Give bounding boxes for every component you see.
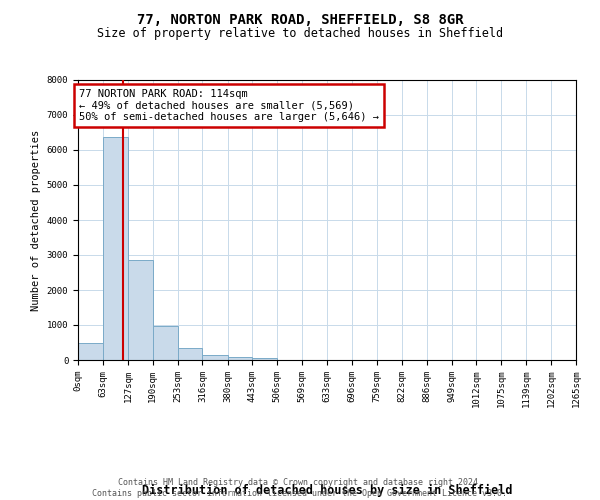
Bar	[178, 348, 202, 360]
Bar	[103, 136, 128, 360]
Bar	[227, 357, 253, 360]
Text: 77 NORTON PARK ROAD: 114sqm
← 49% of detached houses are smaller (5,569)
50% of : 77 NORTON PARK ROAD: 114sqm ← 49% of det…	[79, 88, 379, 122]
Bar	[253, 358, 277, 360]
Text: 77, NORTON PARK ROAD, SHEFFIELD, S8 8GR: 77, NORTON PARK ROAD, SHEFFIELD, S8 8GR	[137, 12, 463, 26]
Bar	[153, 326, 178, 360]
Y-axis label: Number of detached properties: Number of detached properties	[31, 130, 41, 310]
Text: Size of property relative to detached houses in Sheffield: Size of property relative to detached ho…	[97, 28, 503, 40]
X-axis label: Distribution of detached houses by size in Sheffield: Distribution of detached houses by size …	[142, 484, 512, 497]
Bar	[202, 355, 227, 360]
Bar	[128, 260, 153, 360]
Bar	[78, 342, 103, 360]
Text: Contains HM Land Registry data © Crown copyright and database right 2024.
Contai: Contains HM Land Registry data © Crown c…	[92, 478, 508, 498]
